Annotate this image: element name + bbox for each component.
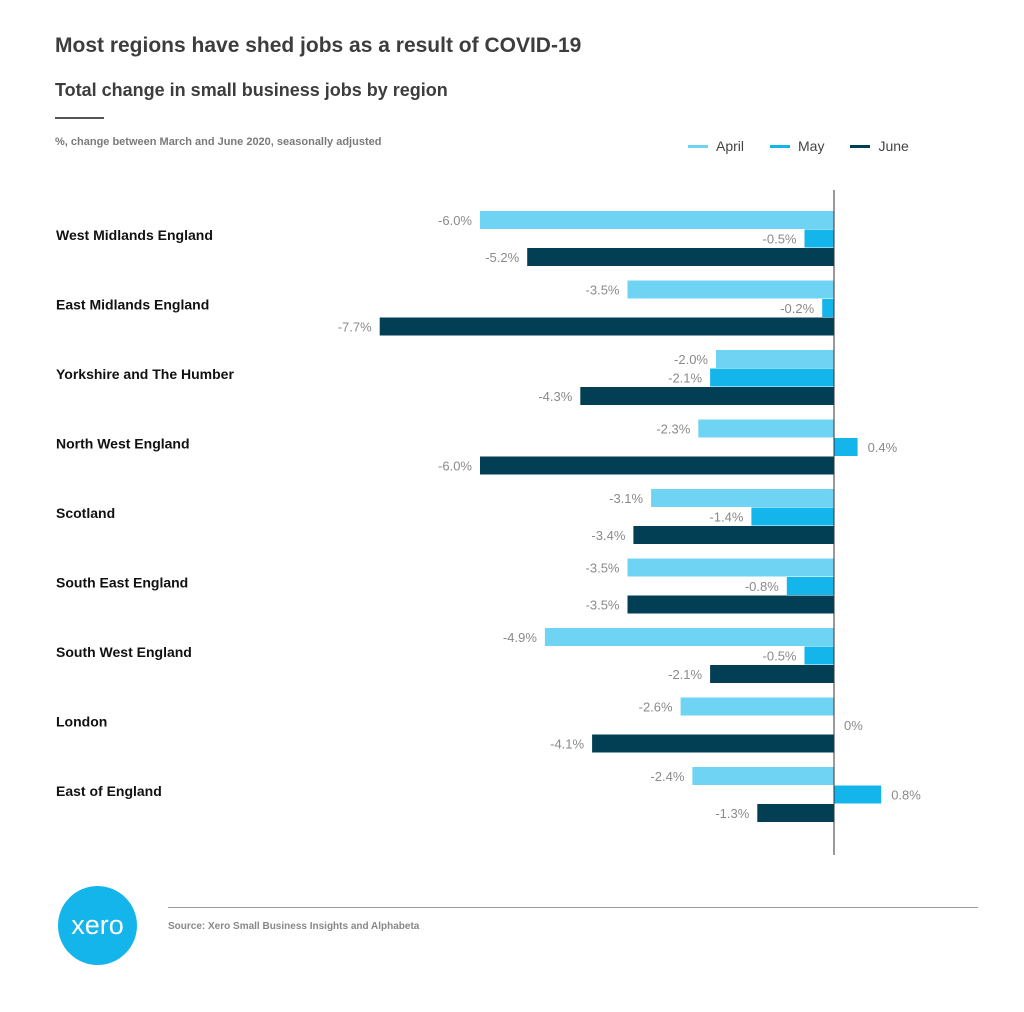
category-label: East Midlands England — [56, 297, 209, 313]
data-label: -1.3% — [715, 806, 749, 821]
category-label: Scotland — [56, 505, 115, 521]
data-label: -5.2% — [485, 250, 519, 265]
data-label: 0.8% — [891, 788, 921, 803]
bar-april — [627, 558, 834, 577]
bar-may — [804, 646, 834, 665]
data-label: -4.1% — [550, 737, 584, 752]
category-label: London — [56, 714, 107, 730]
data-label: -7.7% — [338, 320, 372, 335]
logo-text: xero — [71, 910, 124, 940]
bar-may — [834, 785, 882, 804]
category-label: West Midlands England — [56, 227, 213, 243]
bar-april — [716, 350, 834, 368]
bar-june — [757, 804, 834, 822]
data-label: -0.5% — [763, 649, 797, 664]
data-label: -0.2% — [780, 301, 814, 316]
data-label: -6.0% — [438, 459, 472, 474]
bar-may — [786, 577, 834, 595]
legend-item-june: June — [850, 138, 909, 154]
bar-june — [633, 526, 834, 544]
data-label: -2.1% — [668, 667, 702, 682]
bar-april — [680, 697, 834, 716]
data-label: -2.0% — [674, 352, 708, 367]
data-label: -4.3% — [538, 389, 572, 404]
source-note: Source: Xero Small Business Insights and… — [168, 921, 420, 932]
legend: April May June — [688, 138, 909, 154]
category-label: South West England — [56, 644, 192, 660]
bar-june — [580, 387, 834, 405]
data-label: -2.3% — [656, 422, 690, 437]
legend-swatch — [850, 144, 871, 148]
bar-april — [627, 280, 834, 299]
bar-april — [544, 628, 834, 646]
category-label: Yorkshire and The Humber — [56, 366, 234, 382]
legend-label: April — [716, 138, 745, 154]
data-label: -3.5% — [586, 598, 620, 613]
legend-swatch — [688, 144, 708, 148]
chart-subtitle: Total change in small business jobs by r… — [55, 80, 448, 100]
bar-may — [834, 438, 858, 456]
data-label: -3.4% — [591, 528, 625, 543]
data-label: -6.0% — [438, 213, 472, 228]
data-label: -0.5% — [763, 232, 797, 247]
data-label: -1.4% — [709, 510, 743, 525]
legend-item-may: May — [770, 138, 824, 154]
chart-title: Most regions have shed jobs as a result … — [55, 34, 582, 57]
bar-may — [822, 299, 834, 317]
xero-logo: xero — [58, 886, 137, 965]
bar-may — [751, 507, 834, 526]
data-label: -2.6% — [639, 700, 673, 715]
data-label: 0% — [844, 718, 863, 733]
legend-swatch — [770, 144, 791, 148]
bar-june — [480, 456, 834, 475]
legend-item-april: April — [688, 138, 744, 154]
divider — [55, 117, 104, 119]
bar-may — [804, 229, 834, 248]
bar-april — [480, 211, 834, 229]
footer-divider — [168, 907, 978, 908]
data-label: -2.4% — [650, 769, 684, 784]
category-label: North West England — [56, 436, 190, 452]
legend-label: May — [798, 138, 825, 154]
bar-april — [651, 489, 834, 507]
data-label: -0.8% — [745, 579, 779, 594]
data-label: -3.5% — [586, 283, 620, 298]
bar-june — [627, 595, 834, 614]
data-label: -4.9% — [503, 630, 537, 645]
bar-june — [592, 734, 834, 753]
data-label: -3.1% — [609, 491, 643, 506]
bar-april — [692, 767, 834, 785]
data-label: -3.5% — [586, 561, 620, 576]
legend-label: June — [878, 138, 909, 154]
data-label: -2.1% — [668, 371, 702, 386]
bar-june — [710, 665, 834, 683]
category-label: South East England — [56, 575, 188, 591]
data-label: 0.4% — [868, 440, 898, 455]
bar-june — [527, 248, 834, 266]
bar-may — [710, 368, 834, 387]
bar-april — [698, 419, 834, 438]
category-label: East of England — [56, 783, 162, 799]
chart-note: %, change between March and June 2020, s… — [55, 136, 382, 148]
bar-june — [379, 317, 834, 336]
